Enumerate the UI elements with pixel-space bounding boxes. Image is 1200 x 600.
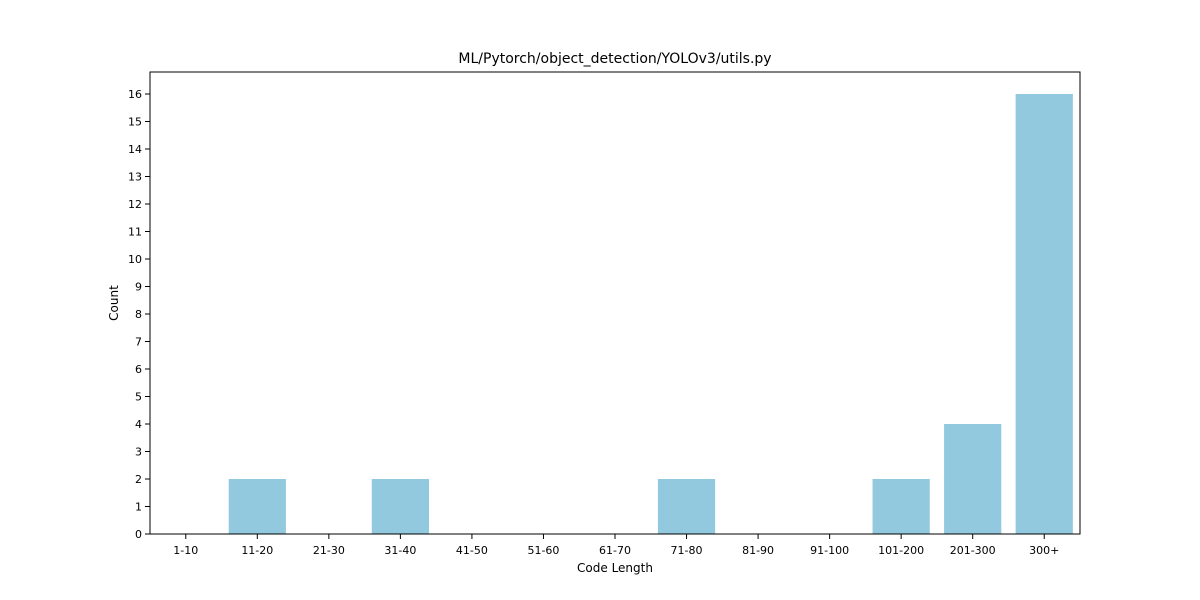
y-tick-label: 12: [128, 198, 142, 211]
chart-title: ML/Pytorch/object_detection/YOLOv3/utils…: [458, 51, 771, 67]
y-tick-label: 0: [135, 528, 142, 541]
y-tick-label: 5: [135, 391, 142, 404]
y-tick-label: 15: [128, 116, 142, 129]
y-tick-label: 9: [135, 281, 142, 294]
x-tick-label: 71-80: [671, 544, 703, 557]
y-tick-label: 10: [128, 253, 142, 266]
y-tick-label: 2: [135, 473, 142, 486]
y-tick-label: 3: [135, 446, 142, 459]
x-tick-label: 31-40: [384, 544, 416, 557]
x-tick-label: 21-30: [313, 544, 345, 557]
x-tick-label: 300+: [1029, 544, 1059, 557]
plot-frame: [149, 71, 1081, 535]
y-tick-label: 16: [128, 88, 142, 101]
y-tick-label: 14: [128, 143, 142, 156]
bar-201-300: [944, 424, 1002, 534]
bar-31-40: [371, 479, 429, 534]
x-tick-label: 61-70: [599, 544, 631, 557]
y-tick-label: 8: [135, 308, 142, 321]
x-tick-label: 101-200: [878, 544, 924, 557]
x-axis-label: Code Length: [577, 561, 653, 575]
x-tick-label: 81-90: [742, 544, 774, 557]
x-tick-label: 91-100: [810, 544, 849, 557]
y-tick-label: 6: [135, 363, 142, 376]
x-tick-label: 41-50: [456, 544, 488, 557]
bar-300+: [1015, 94, 1073, 534]
bar-71-80: [657, 479, 716, 534]
y-tick-label: 7: [135, 336, 142, 349]
bars-group: [228, 94, 1073, 534]
x-axis-ticks: 1-10 11-20 21-30 31-40 41-50 51-60 61-70 71-80 8…: [173, 534, 1059, 557]
y-tick-label: 1: [135, 501, 142, 514]
x-tick-label: 201-300: [950, 544, 996, 557]
x-tick-label: 51-60: [527, 544, 559, 557]
y-tick-label: 13: [128, 171, 142, 184]
bar-101-200: [872, 479, 930, 534]
y-axis-label: Count: [107, 285, 121, 321]
bar-11-20: [228, 479, 286, 534]
y-tick-label: 11: [128, 226, 142, 239]
x-tick-label: 1-10: [173, 544, 198, 557]
y-tick-label: 4: [135, 418, 142, 431]
x-tick-label: 11-20: [241, 544, 273, 557]
